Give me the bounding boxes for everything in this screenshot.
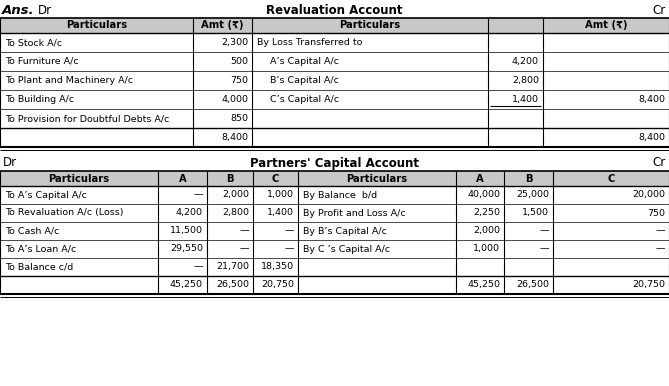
Text: To Revaluation A/c (Loss): To Revaluation A/c (Loss) (5, 208, 124, 217)
Text: To Balance c/d: To Balance c/d (5, 262, 73, 271)
Text: C: C (607, 173, 615, 183)
Text: 1,000: 1,000 (267, 191, 294, 200)
Text: 20,750: 20,750 (632, 281, 665, 290)
Text: 1,500: 1,500 (522, 208, 549, 217)
Text: —: — (656, 244, 665, 254)
Text: Revaluation Account: Revaluation Account (266, 3, 403, 17)
Text: —: — (656, 227, 665, 235)
Text: 18,350: 18,350 (261, 262, 294, 271)
Bar (553, 171, 669, 186)
Text: —: — (193, 262, 203, 271)
Text: To Stock A/c: To Stock A/c (5, 38, 62, 47)
Text: 8,400: 8,400 (221, 133, 248, 142)
Text: 20,750: 20,750 (261, 281, 294, 290)
Text: To Cash A/c: To Cash A/c (5, 227, 60, 235)
Text: 2,300: 2,300 (221, 38, 248, 47)
Bar (298, 171, 456, 186)
Bar (543, 18, 669, 33)
Text: 45,250: 45,250 (467, 281, 500, 290)
Text: By Loss Transferred to: By Loss Transferred to (257, 38, 363, 47)
Text: 8,400: 8,400 (638, 95, 665, 104)
Bar (252, 18, 488, 33)
Text: 40,000: 40,000 (467, 191, 500, 200)
Text: 2,800: 2,800 (222, 208, 249, 217)
Text: Amt (₹): Amt (₹) (201, 20, 244, 30)
Text: To Furniture A/c: To Furniture A/c (5, 57, 79, 66)
Text: C: C (272, 173, 279, 183)
Text: B’s Capital A/c: B’s Capital A/c (270, 76, 339, 85)
Text: Particulars: Particulars (347, 173, 407, 183)
Text: Dr: Dr (3, 156, 17, 169)
Text: By B’s Capital A/c: By B’s Capital A/c (303, 227, 387, 235)
Text: —: — (539, 227, 549, 235)
Text: Partners' Capital Account: Partners' Capital Account (250, 156, 419, 169)
Bar (504, 171, 553, 186)
Text: Particulars: Particulars (339, 20, 401, 30)
Text: —: — (284, 244, 294, 254)
Text: 850: 850 (230, 114, 248, 123)
Text: Particulars: Particulars (66, 20, 127, 30)
Text: 21,700: 21,700 (216, 262, 249, 271)
Text: —: — (284, 227, 294, 235)
Bar (488, 18, 543, 33)
Text: 1,000: 1,000 (473, 244, 500, 254)
Text: 750: 750 (230, 76, 248, 85)
Text: By C ’s Capital A/c: By C ’s Capital A/c (303, 244, 390, 254)
Bar (0, 171, 158, 186)
Text: A’s Capital A/c: A’s Capital A/c (270, 57, 339, 66)
Bar (456, 171, 504, 186)
Bar (158, 171, 207, 186)
Text: 25,000: 25,000 (516, 191, 549, 200)
Text: 4,200: 4,200 (512, 57, 539, 66)
Text: To Provision for Doubtful Debts A/c: To Provision for Doubtful Debts A/c (5, 114, 169, 123)
Text: 2,000: 2,000 (473, 227, 500, 235)
Text: Ans.: Ans. (2, 3, 35, 17)
Bar (0, 18, 193, 33)
Text: A: A (476, 173, 484, 183)
Text: 1,400: 1,400 (512, 95, 539, 104)
Text: 11,500: 11,500 (170, 227, 203, 235)
Text: C’s Capital A/c: C’s Capital A/c (270, 95, 339, 104)
Text: 500: 500 (230, 57, 248, 66)
Text: By Balance  b/d: By Balance b/d (303, 191, 377, 200)
Text: 2,250: 2,250 (473, 208, 500, 217)
Text: 26,500: 26,500 (216, 281, 249, 290)
Text: 8,400: 8,400 (638, 133, 665, 142)
Text: 20,000: 20,000 (632, 191, 665, 200)
Text: 2,800: 2,800 (512, 76, 539, 85)
Text: 2,000: 2,000 (222, 191, 249, 200)
Text: 45,250: 45,250 (170, 281, 203, 290)
Text: 4,200: 4,200 (176, 208, 203, 217)
Text: 26,500: 26,500 (516, 281, 549, 290)
Text: Cr: Cr (653, 3, 666, 17)
Text: 750: 750 (647, 208, 665, 217)
Bar (207, 171, 253, 186)
Text: To A’s Capital A/c: To A’s Capital A/c (5, 191, 87, 200)
Bar (193, 18, 252, 33)
Text: 4,000: 4,000 (221, 95, 248, 104)
Text: B: B (226, 173, 233, 183)
Text: A: A (179, 173, 187, 183)
Text: 1,400: 1,400 (267, 208, 294, 217)
Text: Amt (₹): Amt (₹) (585, 20, 628, 30)
Text: —: — (240, 244, 249, 254)
Text: Particulars: Particulars (48, 173, 110, 183)
Text: —: — (539, 244, 549, 254)
Text: To Building A/c: To Building A/c (5, 95, 74, 104)
Text: To Plant and Machinery A/c: To Plant and Machinery A/c (5, 76, 133, 85)
Text: —: — (193, 191, 203, 200)
Text: 29,550: 29,550 (170, 244, 203, 254)
Text: B: B (524, 173, 533, 183)
Text: To A’s Loan A/c: To A’s Loan A/c (5, 244, 76, 254)
Text: —: — (240, 227, 249, 235)
Text: By Profit and Loss A/c: By Profit and Loss A/c (303, 208, 405, 217)
Text: Dr: Dr (38, 3, 52, 17)
Bar (253, 171, 298, 186)
Text: Cr: Cr (653, 156, 666, 169)
